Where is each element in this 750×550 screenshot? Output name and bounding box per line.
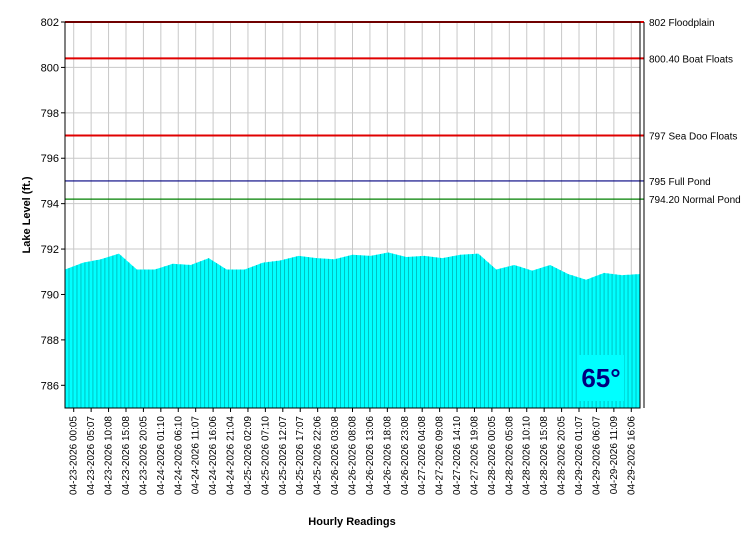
x-tick-label: 04-27-2026 14:10 <box>452 416 463 495</box>
y-tick-label: 790 <box>41 289 59 301</box>
reference-label: 802 Floodplain <box>649 18 715 29</box>
x-tick-label: 04-29-2026 01:07 <box>574 416 585 495</box>
x-axis-title: Hourly Readings <box>308 516 395 528</box>
y-tick-label: 788 <box>41 335 59 347</box>
y-tick-label: 800 <box>41 62 59 74</box>
x-tick-label: 04-25-2026 02:09 <box>243 416 254 495</box>
reference-label: 795 Full Pond <box>649 177 711 188</box>
y-tick-label: 798 <box>41 108 59 120</box>
x-tick-label: 04-28-2026 20:05 <box>557 416 568 495</box>
y-tick-label: 794 <box>41 199 59 211</box>
x-tick-label: 04-26-2026 03:08 <box>330 416 341 495</box>
y-axis-title: Lake Level (ft.) <box>21 176 33 253</box>
x-tick-label: 04-24-2026 21:04 <box>226 416 237 495</box>
x-tick-label: 04-25-2026 12:07 <box>278 416 289 495</box>
x-tick-label: 04-29-2026 11:09 <box>609 416 620 495</box>
level-area <box>64 252 641 408</box>
temperature-value: 65° <box>581 362 621 393</box>
reference-lines: 802 Floodplain 800.40 Boat Floats 797 Sea … <box>65 18 741 206</box>
x-tick-label: 04-26-2026 08:08 <box>348 416 359 495</box>
reference-label: 794.20 Normal Pond <box>649 195 741 206</box>
x-tick-label: 04-29-2026 06:07 <box>591 416 602 495</box>
y-tick-label: 796 <box>41 153 59 165</box>
temperature-badge: 65° <box>578 355 624 401</box>
x-tick-label: 04-23-2026 05:07 <box>86 416 97 495</box>
x-tick-label: 04-29-2026 16:06 <box>626 416 637 495</box>
x-tick-label: 04-23-2026 10:08 <box>104 416 115 495</box>
x-tick-label: 04-24-2026 06:10 <box>173 416 184 495</box>
x-tick-label: 04-24-2026 16:06 <box>208 416 219 495</box>
x-tick-label: 04-23-2026 20:05 <box>138 416 149 495</box>
x-tick-label: 04-27-2026 19:08 <box>469 416 480 495</box>
x-tick-label: 04-28-2026 05:08 <box>504 416 515 495</box>
x-tick-label: 04-23-2026 15:08 <box>121 416 132 495</box>
y-tick-label: 802 <box>41 17 59 29</box>
x-axis-ticks: 04-23-2026 00:05 04-23-2026 05:07 04-23-20… <box>69 408 637 495</box>
x-tick-label: 04-28-2026 15:08 <box>539 416 550 495</box>
x-tick-label: 04-24-2026 11:07 <box>191 416 202 495</box>
reference-label: 800.40 Boat Floats <box>649 54 733 65</box>
x-tick-label: 04-25-2026 17:07 <box>295 416 306 495</box>
x-tick-label: 04-27-2026 09:08 <box>435 416 446 495</box>
x-tick-label: 04-26-2026 18:08 <box>382 416 393 495</box>
x-tick-label: 04-23-2026 00:05 <box>69 416 80 495</box>
x-tick-label: 04-24-2026 01:10 <box>156 416 167 495</box>
x-tick-label: 04-26-2026 13:06 <box>365 416 376 495</box>
y-tick-label: 792 <box>41 244 59 256</box>
x-tick-label: 04-25-2026 22:06 <box>313 416 324 495</box>
x-tick-label: 04-28-2026 10:10 <box>522 416 533 495</box>
y-axis-ticks: 786 788 790 792 794 796 798 800 802 <box>41 17 65 392</box>
x-tick-label: 04-25-2026 07:10 <box>260 416 271 495</box>
x-tick-label: 04-28-2026 00:05 <box>487 416 498 495</box>
y-tick-label: 786 <box>41 380 59 392</box>
x-tick-label: 04-27-2026 04:08 <box>417 416 428 495</box>
reference-label: 797 Sea Doo Floats <box>649 132 737 143</box>
x-tick-label: 04-26-2026 23:08 <box>400 416 411 495</box>
